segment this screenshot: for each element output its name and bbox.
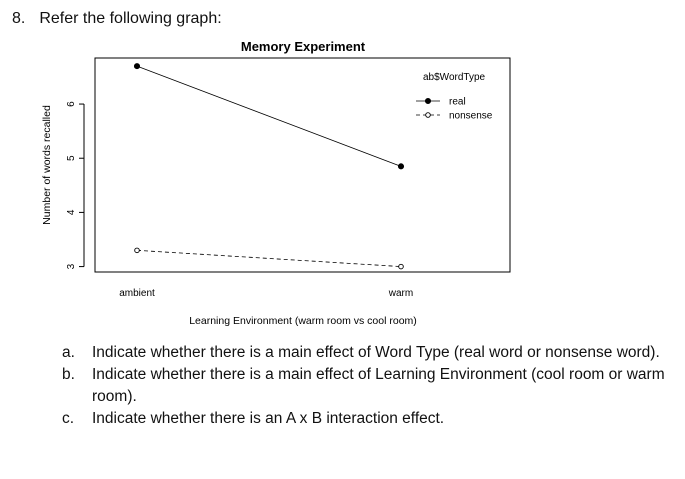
data-point-real: [397, 163, 405, 170]
x-axis: ambient warm: [119, 288, 413, 299]
legend-marker-nonsense: [425, 112, 431, 118]
legend-title: ab$WordType: [423, 72, 486, 83]
chart-title: Memory Experiment: [241, 39, 366, 54]
data-point-real: [133, 63, 141, 70]
x-tick-label: warm: [388, 288, 413, 299]
data-point-nonsense: [134, 247, 140, 254]
question-header: 8. Refer the following graph:: [12, 10, 222, 28]
subquestion-letter: a.: [62, 344, 75, 361]
y-tick-label: 5: [66, 155, 77, 161]
subquestion-letter: c.: [62, 410, 75, 427]
question-prompt: Refer the following graph:: [39, 10, 222, 27]
y-axis: 3 4 5 6: [66, 101, 85, 269]
subquestion-letter: b.: [62, 366, 75, 383]
subquestion-list: a. Indicate whether there is a main effe…: [62, 342, 672, 430]
data-point-nonsense: [398, 263, 404, 270]
legend-label-nonsense: nonsense: [449, 111, 493, 122]
subquestion-text: Indicate whether there is a main effect …: [92, 366, 665, 405]
y-tick-label: 3: [66, 263, 77, 269]
series-layer: [133, 63, 405, 270]
plot-frame: [94, 57, 511, 273]
subquestion-c: c. Indicate whether there is an A x B in…: [62, 408, 672, 430]
subquestion-text: Indicate whether there is an A x B inter…: [92, 410, 445, 427]
subquestion-a: a. Indicate whether there is a main effe…: [62, 342, 672, 364]
series-line-nonsense: [136, 249, 402, 267]
series-line-real: [136, 65, 402, 167]
legend-label-real: real: [449, 97, 466, 108]
y-tick-label: 4: [66, 209, 77, 215]
y-axis-label: Number of words recalled: [41, 105, 53, 225]
x-tick-label: ambient: [119, 288, 155, 299]
x-axis-label: Learning Environment (warm room vs cool …: [189, 315, 417, 327]
subquestion-text: Indicate whether there is a main effect …: [92, 344, 660, 361]
question-number: 8.: [12, 10, 26, 27]
legend-marker-real: [424, 97, 432, 105]
subquestion-b: b. Indicate whether there is a main effe…: [62, 364, 672, 408]
legend: ab$WordType real nonsense: [416, 72, 493, 122]
y-tick-label: 6: [66, 101, 77, 107]
line-chart: Memory Experiment Number of words recall…: [41, 39, 511, 327]
